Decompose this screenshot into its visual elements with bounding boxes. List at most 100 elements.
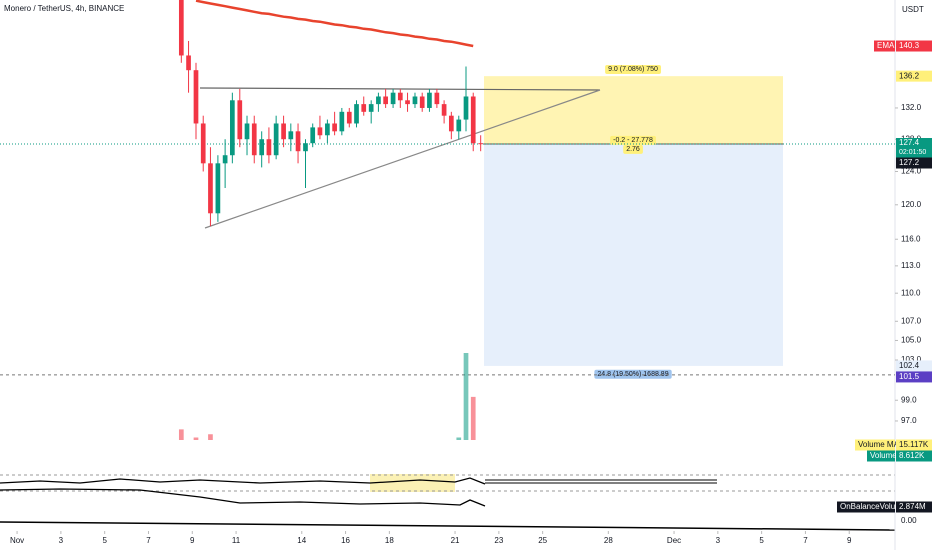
candle-body [178, 0, 184, 56]
ema-line [195, 0, 474, 48]
volume-bar [193, 437, 199, 440]
position-label-bg [605, 64, 662, 74]
indicator-name-bg [867, 450, 895, 462]
indicator-value: 8.612K [899, 451, 925, 460]
candle-body [463, 96, 469, 120]
countdown: 02:01:50 [899, 149, 926, 156]
candle-body [346, 111, 352, 124]
candle-body [427, 92, 432, 108]
indicator-name: Volume MA [858, 440, 900, 449]
x-tick-label: 14 [297, 536, 306, 545]
candle-body [354, 104, 359, 124]
candle-body [325, 123, 330, 136]
candle-body [215, 163, 221, 214]
volume-bar [178, 429, 184, 440]
candle-body [456, 119, 462, 132]
volume-bar [470, 396, 476, 440]
trendline [204, 89, 601, 229]
candle-body [310, 127, 316, 144]
indicator-value-bg [896, 501, 932, 513]
x-tick-label: 5 [759, 536, 764, 545]
indicator-line [0, 477, 486, 485]
candle-body [303, 143, 308, 152]
y-tick-label: 124.0 [901, 167, 922, 176]
position-label-bg [623, 144, 643, 154]
last-price: 127.4 [899, 138, 920, 147]
price-label: 127.2 [899, 158, 920, 167]
y-tick-label: 110.0 [901, 288, 921, 297]
indicator-name: Volume [870, 451, 897, 460]
indicator-value-bg [896, 450, 932, 462]
x-tick-label: 7 [146, 536, 151, 545]
candle-body [383, 96, 388, 105]
indicator-value-bg [896, 439, 932, 451]
y-tick-label: 116.0 [901, 234, 921, 243]
candle-body [281, 123, 286, 140]
indicator-value: 2.874M [899, 502, 926, 511]
x-tick-label: 23 [494, 536, 503, 545]
ema-name: EMA [877, 41, 895, 50]
candle-body [339, 111, 345, 132]
candle-body [244, 123, 250, 140]
indicator-value: 0.00 [901, 516, 917, 525]
price-label-bg [896, 70, 932, 82]
y-tick-label: 113.0 [901, 261, 921, 270]
candle-body [222, 155, 228, 164]
position-label: 2.76 [626, 146, 640, 153]
candle-body [332, 123, 337, 132]
x-tick-label: 16 [341, 536, 350, 545]
price-label-bg [896, 40, 932, 52]
x-tick-label: 5 [102, 536, 107, 545]
candle-body [193, 70, 199, 124]
highlight [370, 474, 455, 492]
indicator-value: 15.117K [899, 440, 929, 449]
price-label-bg [896, 157, 932, 169]
candle-body [390, 92, 396, 105]
candle-body [288, 131, 294, 140]
x-tick-label: Dec [667, 536, 681, 545]
x-tick-label: 11 [232, 536, 241, 545]
price-label-bg [896, 138, 932, 159]
candle-body [317, 127, 323, 136]
ema-name-bg [874, 40, 895, 52]
x-tick-label: Nov [10, 536, 24, 545]
volume-bar [208, 434, 213, 440]
x-tick-label: 9 [847, 536, 852, 545]
volume-bar [463, 353, 469, 440]
position-label: -0.2 - 27.778 [613, 137, 653, 144]
price-label-bg [896, 360, 932, 372]
chart-title: Monero / TetherUS, 4h, BINANCE [4, 4, 124, 13]
y-tick-label: 99.0 [901, 395, 917, 404]
candle-body [237, 100, 243, 140]
price-label: 101.5 [899, 372, 920, 381]
candle-body [434, 92, 440, 105]
candle-body [478, 143, 484, 145]
candle-body [273, 123, 279, 156]
candle-body [266, 139, 272, 156]
position-label-bg [610, 135, 656, 145]
candle-body [259, 139, 265, 156]
x-tick-label: 18 [385, 536, 394, 545]
stop-zone [484, 144, 783, 366]
y-tick-label: 103.0 [901, 355, 922, 364]
candle-body [441, 104, 447, 116]
indicator-name-bg [855, 439, 895, 451]
candle-body [397, 92, 403, 101]
x-tick-label: 25 [538, 536, 547, 545]
candle-body [200, 123, 206, 164]
y-tick-label: 107.0 [901, 316, 922, 325]
x-tick-label: 3 [716, 536, 721, 545]
obv-line [0, 488, 486, 507]
x-tick-label: 9 [190, 536, 195, 545]
position-tool: 9.0 (7.08%) 750 -0.2 - 27.778 2.76 24.8 (19… [484, 64, 783, 379]
y-tick-label: 97.0 [901, 416, 917, 425]
candle-body [186, 55, 191, 71]
y-tick-label: 105.0 [901, 336, 922, 345]
candle-body [412, 96, 418, 105]
volume-bar [456, 437, 462, 440]
price-label: 136.2 [899, 71, 920, 80]
candle-body [229, 100, 235, 156]
candle-body [361, 104, 367, 112]
currency-label: USDT [902, 5, 924, 14]
